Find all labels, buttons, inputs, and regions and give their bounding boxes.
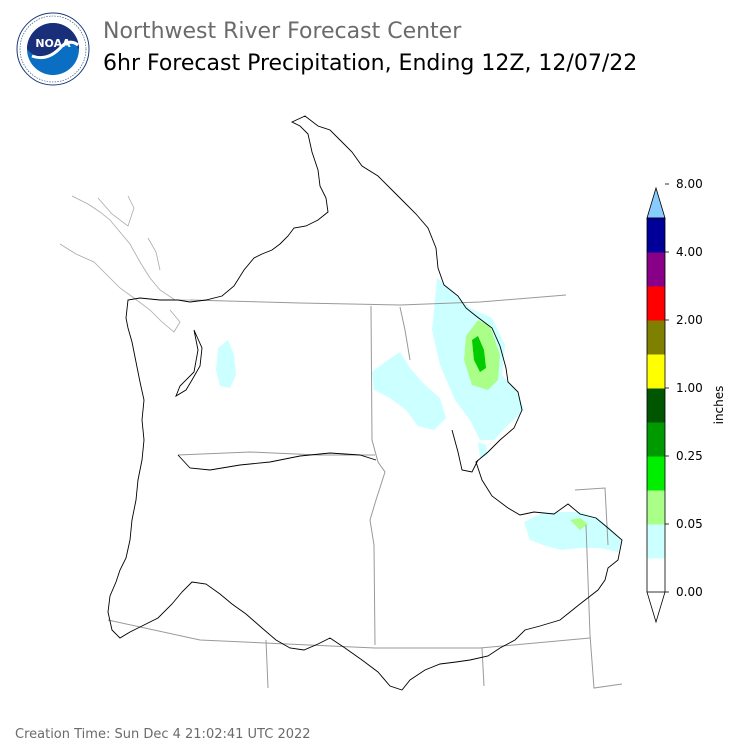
colorbar-segment <box>647 286 665 321</box>
colorbar-segment <box>647 558 665 592</box>
colorbar-segment <box>647 320 665 355</box>
colorbar-tick-label: 0.25 <box>676 449 703 463</box>
precip-heavy-areas <box>472 336 486 372</box>
colorbar-segment <box>647 456 665 491</box>
creation-time: Creation Time: Sun Dec 4 21:02:41 UTC 20… <box>15 727 311 742</box>
colorbar-tick-label: 4.00 <box>676 245 703 259</box>
noaa-logo-icon: NOAA <box>16 12 90 86</box>
colorbar-tick-label: 1.00 <box>676 381 703 395</box>
colorbar-arrow-bottom <box>646 591 666 624</box>
colorbar-segment <box>647 490 665 525</box>
colorbar-segment <box>647 388 665 423</box>
colorbar-segment <box>647 422 665 457</box>
canada-coastline <box>59 195 190 333</box>
basin-boundary <box>107 115 623 691</box>
colorbar-segment <box>647 218 665 253</box>
colorbar-tick-label: 0.05 <box>676 517 703 531</box>
colorbar-label: inches <box>712 386 726 425</box>
colorbar-segment <box>647 524 665 559</box>
colorbar-segment <box>647 252 665 287</box>
noaa-logo-text: NOAA <box>35 37 71 50</box>
colorbar-arrow-top <box>646 186 666 219</box>
colorbar-segment <box>647 354 665 389</box>
colorbar-outline <box>646 217 666 593</box>
state-boundaries <box>107 294 623 689</box>
colorbar-tick-label: 0.00 <box>676 585 703 599</box>
colorbar-tick-label: 8.00 <box>676 177 703 191</box>
colorbar-tick-label: 2.00 <box>676 313 703 327</box>
product-title: 6hr Forecast Precipitation, Ending 12Z, … <box>103 51 638 76</box>
agency-title: Northwest River Forecast Center <box>103 19 462 44</box>
